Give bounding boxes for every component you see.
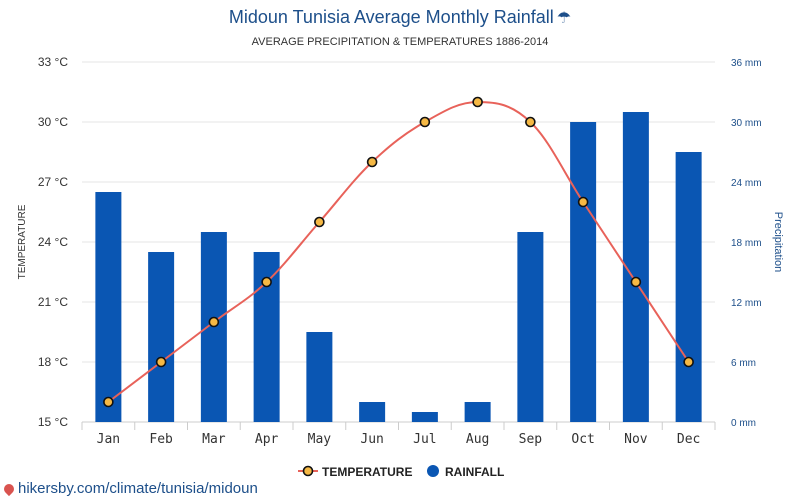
legend-rainfall-label: RAINFALL bbox=[445, 465, 504, 479]
map-pin-icon bbox=[1, 481, 17, 497]
temperature-point bbox=[577, 196, 589, 208]
y-right-tick-label: 12 mm bbox=[731, 298, 762, 309]
rainfall-bar bbox=[517, 232, 544, 422]
chart-subtitle: AVERAGE PRECIPITATION & TEMPERATURES 188… bbox=[251, 36, 549, 48]
temperature-point bbox=[208, 316, 220, 328]
temperature-point bbox=[314, 216, 325, 228]
x-tick-label: Jun bbox=[360, 432, 383, 447]
y-left-axis-label: TEMPERATURE bbox=[17, 204, 28, 279]
footer-link-text: hikersby.com/climate/tunisia/midoun bbox=[18, 480, 258, 497]
rainfall-bar bbox=[95, 192, 122, 422]
temperature-point bbox=[261, 276, 272, 288]
rainfall-bar bbox=[148, 252, 175, 422]
x-tick-label: May bbox=[308, 432, 332, 447]
temperature-point bbox=[472, 96, 483, 108]
legend-temperature-label: TEMPERATURE bbox=[322, 465, 412, 479]
x-tick-label: Feb bbox=[149, 432, 173, 447]
y-right-tick-label: 36 mm bbox=[731, 58, 762, 69]
x-tick-label: Dec bbox=[677, 432, 700, 447]
x-tick-label: Mar bbox=[202, 432, 226, 447]
rainfall-bar bbox=[359, 402, 386, 422]
x-tick-label: Nov bbox=[624, 432, 648, 447]
rainfall-bar bbox=[464, 402, 491, 422]
legend-rainfall-marker bbox=[427, 465, 439, 477]
chart-title: Midoun Tunisia Average Monthly Rainfall ☂ bbox=[0, 7, 800, 28]
temperature-line bbox=[107, 100, 690, 403]
y-right-tick-label: 30 mm bbox=[731, 118, 762, 129]
x-tick-label: Aug bbox=[466, 432, 489, 447]
y-left-tick-label: 27 °C bbox=[38, 175, 68, 189]
temperature-point bbox=[683, 356, 694, 368]
y-left-tick-label: 21 °C bbox=[38, 295, 68, 309]
x-tick-label: Apr bbox=[255, 432, 279, 447]
y-right-tick-label: 0 mm bbox=[731, 418, 756, 429]
temperature-point bbox=[525, 116, 536, 128]
y-left-tick-label: 18 °C bbox=[38, 355, 68, 369]
x-tick-label: Jul bbox=[413, 432, 436, 447]
umbrella-icon: ☂ bbox=[556, 10, 572, 27]
temperature-point bbox=[366, 156, 378, 168]
rainfall-bar bbox=[570, 122, 597, 422]
rainfall-bar bbox=[675, 152, 702, 422]
y-left-tick-label: 30 °C bbox=[38, 115, 68, 129]
y-right-tick-label: 6 mm bbox=[731, 358, 756, 369]
footer-link[interactable]: hikersby.com/climate/tunisia/midoun bbox=[1, 480, 258, 497]
rainfall-bar bbox=[411, 412, 438, 422]
temperature-point bbox=[155, 356, 167, 368]
x-tick-label: Sep bbox=[519, 432, 543, 447]
rainfall-bar bbox=[306, 332, 333, 422]
x-tick-label: Jan bbox=[97, 432, 120, 447]
y-left-tick-label: 15 °C bbox=[38, 415, 68, 429]
y-left-tick-label: 24 °C bbox=[38, 235, 68, 249]
y-right-tick-label: 24 mm bbox=[731, 178, 762, 189]
chart-title-text: Midoun Tunisia Average Monthly Rainfall bbox=[228, 7, 554, 27]
rainfall-bar bbox=[622, 112, 649, 422]
legend-temperature-marker bbox=[302, 465, 314, 477]
temperature-point bbox=[630, 276, 642, 288]
temperature-point bbox=[419, 116, 431, 128]
y-right-axis-label: Precipitation bbox=[772, 212, 784, 273]
x-tick-label: Oct bbox=[571, 432, 594, 447]
y-right-tick-label: 18 mm bbox=[731, 238, 762, 249]
y-left-tick-label: 33 °C bbox=[38, 55, 68, 69]
temperature-point bbox=[103, 396, 114, 408]
